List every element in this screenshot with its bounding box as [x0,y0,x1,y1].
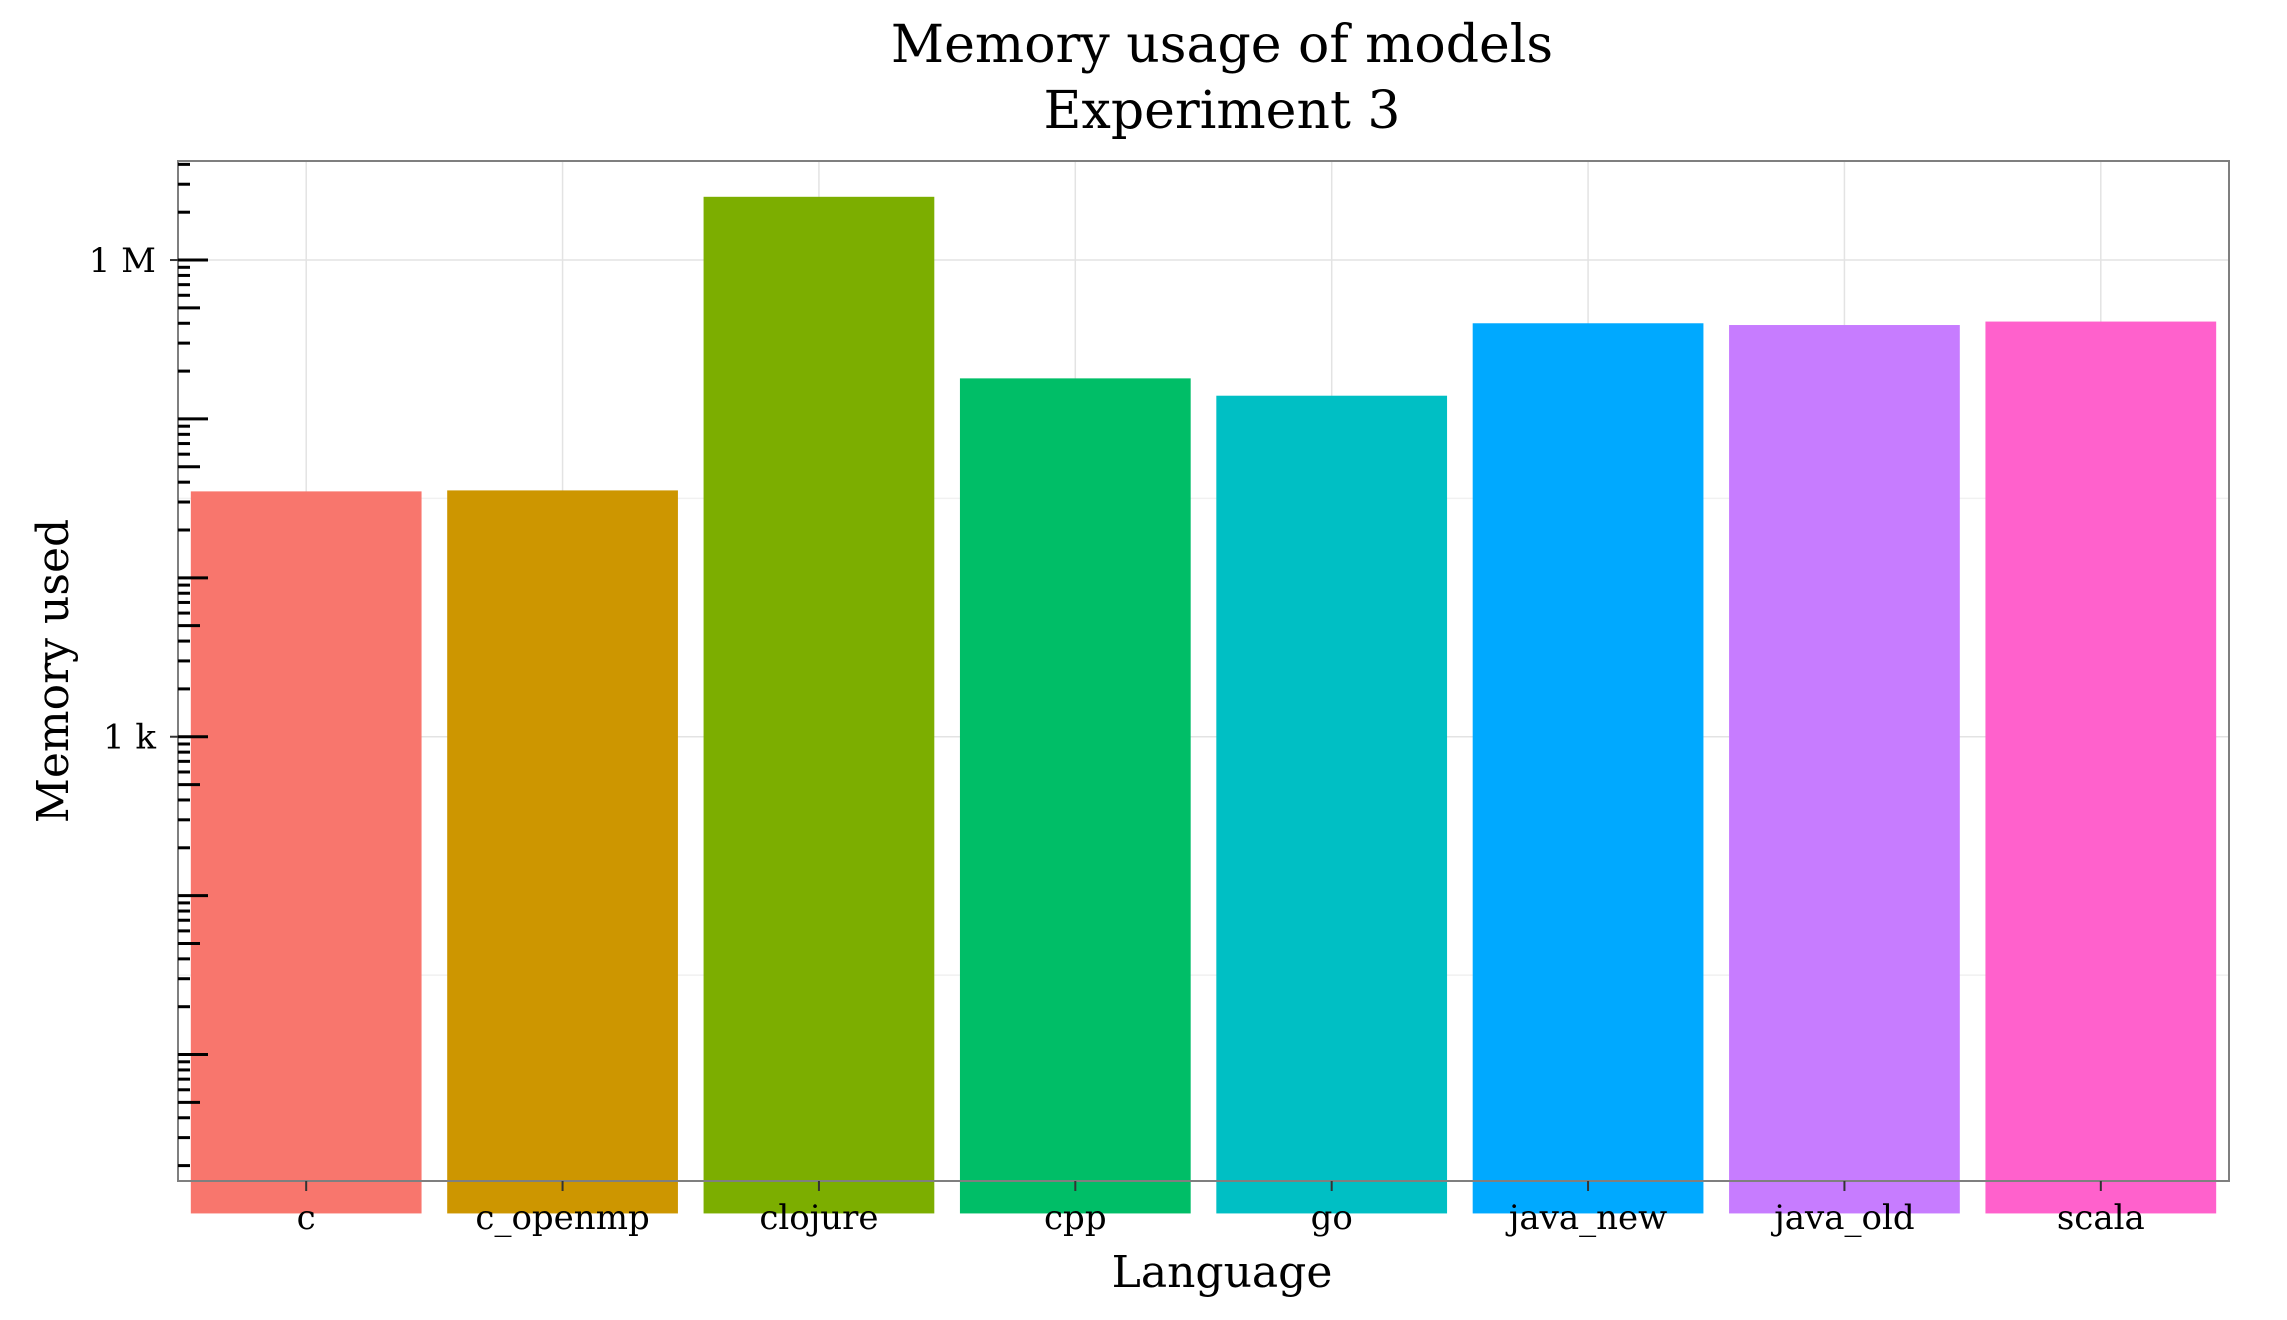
chart-subtitle: Experiment 3 [1044,81,1401,141]
y-axis-title: Memory used [28,519,79,823]
bar-go [1216,395,1448,1214]
x-tick-label: java_new [1505,1198,1667,1238]
x-tick-label: cpp [1044,1198,1107,1238]
x-tick-label: java_old [1770,1198,1914,1238]
x-tick-label: c [297,1198,316,1238]
x-tick-label: scala [2057,1198,2145,1238]
x-axis-title: Language [1112,1247,1333,1298]
bar-cpp [959,378,1191,1214]
y-tick-label: 1 k [103,718,156,758]
bar-clojure [703,196,935,1214]
chart-title: Memory usage of models [891,15,1553,75]
x-tick-label: c_openmp [475,1198,649,1238]
x-tick-label: go [1311,1198,1353,1238]
bars [190,196,2217,1214]
bar-c [190,491,422,1214]
y-axis: 1 k 1 M [89,162,208,1168]
bar-java_old [1729,325,1960,1214]
plot-panel-border [177,160,2230,1182]
x-axis: c c_openmp clojure cpp go java_new java_old sca… [297,1181,2145,1238]
bar-java_new [1472,323,1704,1214]
y-tick-label: 1 M [89,241,156,281]
x-tick-label: clojure [759,1198,878,1238]
bar-c_openmp [447,490,678,1214]
bar-scala [1985,321,2217,1214]
